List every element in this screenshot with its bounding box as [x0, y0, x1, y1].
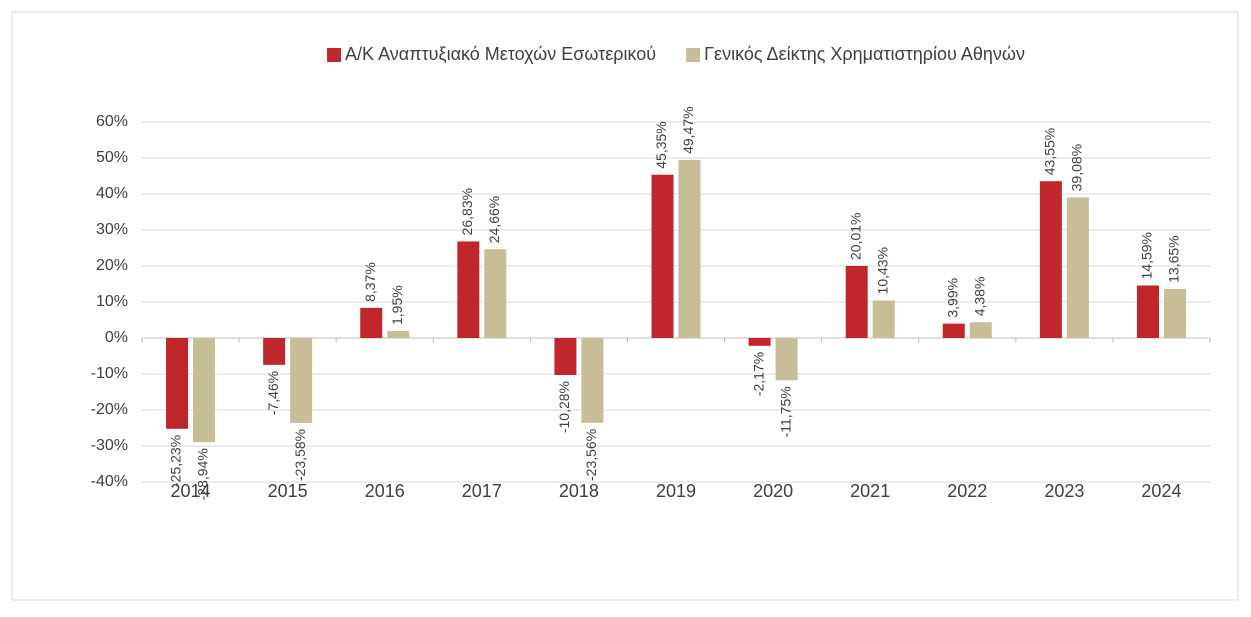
data-label: -28,94%: [195, 448, 211, 500]
bar: [1163, 288, 1186, 338]
bar: [290, 338, 313, 423]
y-tick-label: -30%: [91, 437, 128, 454]
y-tick-label: 0%: [105, 329, 128, 346]
data-label: 45,35%: [653, 121, 669, 168]
x-tick-label: 2021: [850, 481, 890, 501]
legend-swatch: [686, 48, 701, 62]
bar: [387, 330, 410, 338]
data-label: -25,23%: [168, 435, 184, 487]
legend-swatch: [327, 48, 342, 62]
y-tick-label: 30%: [96, 221, 128, 238]
data-label: -23,56%: [583, 429, 599, 481]
y-tick-label: -10%: [91, 365, 128, 382]
data-label: 13,65%: [1166, 235, 1182, 282]
y-tick-label: -20%: [91, 401, 128, 418]
data-label: 10,43%: [874, 247, 890, 294]
data-label: -23,58%: [292, 429, 308, 481]
x-tick-label: 2019: [656, 481, 696, 501]
data-label: 14,59%: [1139, 232, 1155, 279]
y-tick-label: 50%: [96, 149, 128, 166]
data-label: 43,55%: [1042, 128, 1058, 175]
legend-label: Γενικός Δείκτης Χρηματιστηρίου Αθηνών: [704, 44, 1025, 64]
bar: [1066, 197, 1089, 338]
data-label: 20,01%: [847, 212, 863, 259]
y-tick-label: 10%: [96, 293, 128, 310]
bar: [193, 338, 216, 443]
y-tick-label: 40%: [96, 185, 128, 202]
data-label: -2,17%: [750, 352, 766, 396]
data-label: -10,28%: [556, 381, 572, 433]
bar: [263, 338, 286, 365]
data-label: -7,46%: [265, 371, 281, 415]
data-label: 24,66%: [486, 196, 502, 243]
bar: [678, 159, 701, 338]
x-tick-label: 2018: [559, 481, 599, 501]
bar: [748, 338, 771, 346]
bar: [845, 265, 868, 338]
chart-border: [11, 11, 1239, 601]
bar: [166, 338, 189, 429]
x-tick-label: 2015: [268, 481, 308, 501]
data-label: 8,37%: [362, 262, 378, 302]
y-tick-label: 60%: [96, 113, 128, 130]
legend-label: Α/Κ Αναπτυξιακό Μετοχών Εσωτερικού: [345, 44, 656, 64]
x-tick-label: 2016: [365, 481, 405, 501]
data-label: 26,83%: [459, 188, 475, 235]
x-tick-label: 2014: [171, 481, 211, 501]
data-label: 1,95%: [389, 285, 405, 325]
bar: [872, 300, 895, 338]
bar: [1136, 285, 1159, 338]
y-tick-label: 20%: [96, 257, 128, 274]
data-label: 49,47%: [680, 106, 696, 153]
bar: [942, 323, 965, 338]
bar: [581, 338, 604, 423]
x-tick-label: 2023: [1044, 481, 1084, 501]
bar: [651, 174, 674, 338]
bar: [457, 241, 480, 338]
bar: [775, 338, 798, 381]
data-label: -11,75%: [777, 386, 793, 437]
data-label: 4,38%: [971, 277, 987, 317]
data-label: 3,99%: [944, 278, 960, 318]
x-tick-label: 2024: [1141, 481, 1181, 501]
bar: [360, 307, 383, 338]
x-tick-label: 2020: [753, 481, 793, 501]
data-label: 39,08%: [1069, 144, 1085, 191]
x-tick-label: 2017: [462, 481, 502, 501]
bar: [969, 322, 992, 338]
y-tick-label: -40%: [91, 473, 128, 490]
x-tick-label: 2022: [947, 481, 987, 501]
bar: [554, 338, 577, 376]
bar: [484, 249, 507, 338]
bar: [1039, 181, 1062, 338]
